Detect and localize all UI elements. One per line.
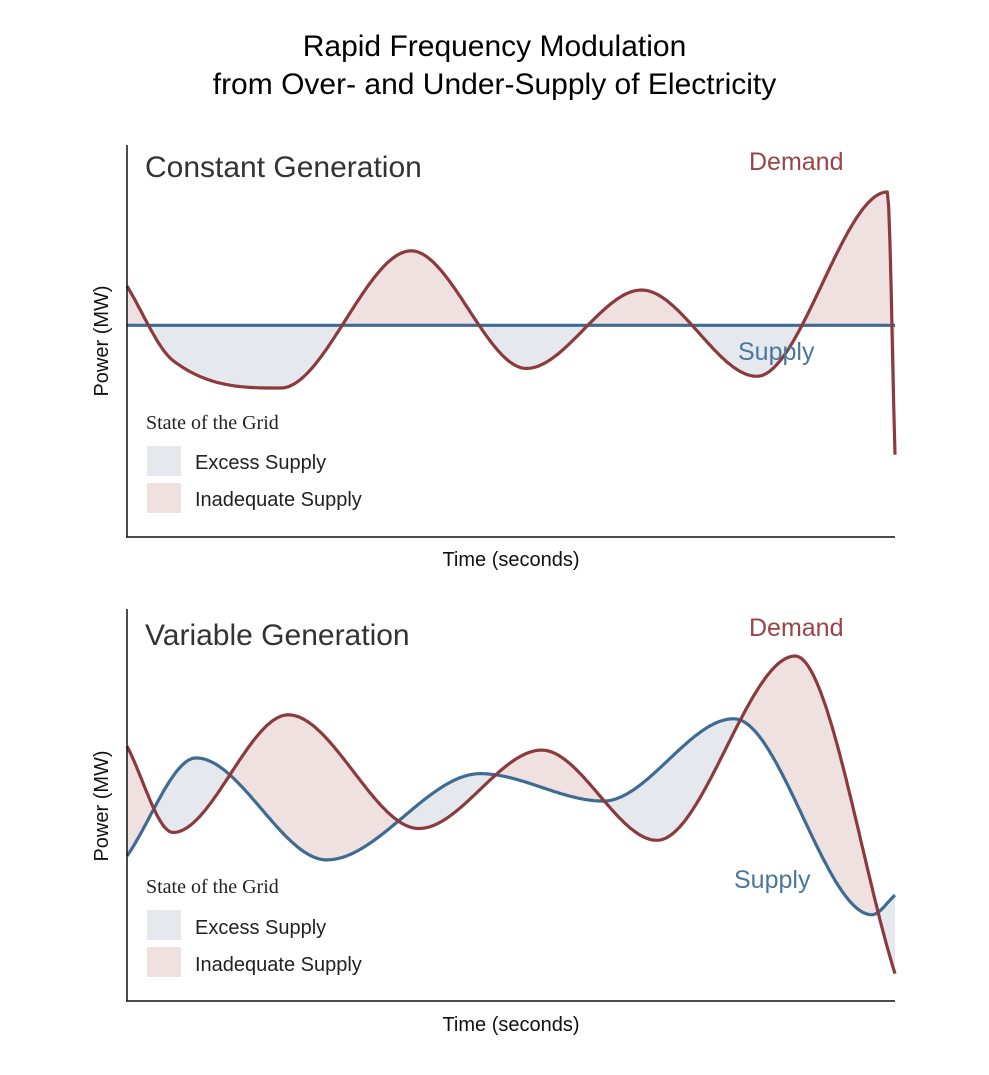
- legend-swatch-excess: [147, 446, 181, 476]
- legend-title: State of the Grid: [146, 876, 279, 898]
- demand-line: [125, 190, 897, 455]
- legend-title: State of the Grid: [146, 412, 279, 434]
- x-axis-label: Time (seconds): [442, 1014, 579, 1036]
- legend-label-inadequate: Inadequate Supply: [195, 954, 362, 976]
- panel-constant-generation: Constant Generation Demand Supply Time (…: [91, 145, 897, 571]
- inadequate-supply-region: [740, 656, 879, 915]
- figure-title-line-2: from Over- and Under-Supply of Electrici…: [212, 68, 777, 101]
- panel-variable-generation: Variable Generation Demand Supply Time (…: [91, 609, 897, 1036]
- y-axis-label: Power (MW): [91, 285, 113, 396]
- inadequate-supply-region: [802, 192, 892, 326]
- panel-title: Variable Generation: [145, 619, 410, 652]
- excess-supply-region: [148, 325, 343, 388]
- series-lines: [125, 654, 897, 975]
- y-axis-label: Power (MW): [91, 750, 113, 861]
- excess-supply-region: [398, 773, 496, 829]
- inadequate-supply-region: [229, 714, 399, 860]
- demand-line: [125, 654, 897, 975]
- x-axis-label: Time (seconds): [442, 549, 579, 571]
- inadequate-supply-region: [342, 250, 480, 326]
- supply-series-label: Supply: [738, 338, 815, 366]
- legend: State of the Grid Excess Supply Inadequa…: [146, 412, 362, 513]
- excess-supply-region: [153, 758, 230, 833]
- legend-label-excess: Excess Supply: [195, 452, 326, 474]
- supply-line: [125, 717, 897, 917]
- supply-series-label: Supply: [734, 866, 811, 894]
- legend: State of the Grid Excess Supply Inadequa…: [146, 876, 362, 977]
- legend-swatch-inadequate: [147, 483, 181, 513]
- excess-supply-region: [604, 718, 741, 841]
- inadequate-supply-region: [495, 750, 605, 802]
- panel-title: Constant Generation: [145, 151, 422, 184]
- legend-label-inadequate: Inadequate Supply: [195, 489, 362, 511]
- legend-label-excess: Excess Supply: [195, 917, 326, 939]
- inadequate-supply-region: [127, 746, 154, 856]
- figure-title: Rapid Frequency Modulation from Over- an…: [0, 28, 989, 104]
- excess-supply-region: [692, 325, 802, 377]
- demand-series-label: Demand: [749, 614, 844, 642]
- inadequate-supply-region: [587, 290, 693, 326]
- legend-swatch-inadequate: [147, 947, 181, 977]
- legend-swatch-excess: [147, 910, 181, 940]
- series-lines: [125, 190, 897, 455]
- demand-series-label: Demand: [749, 148, 844, 176]
- figure-title-line-1: Rapid Frequency Modulation: [302, 30, 687, 63]
